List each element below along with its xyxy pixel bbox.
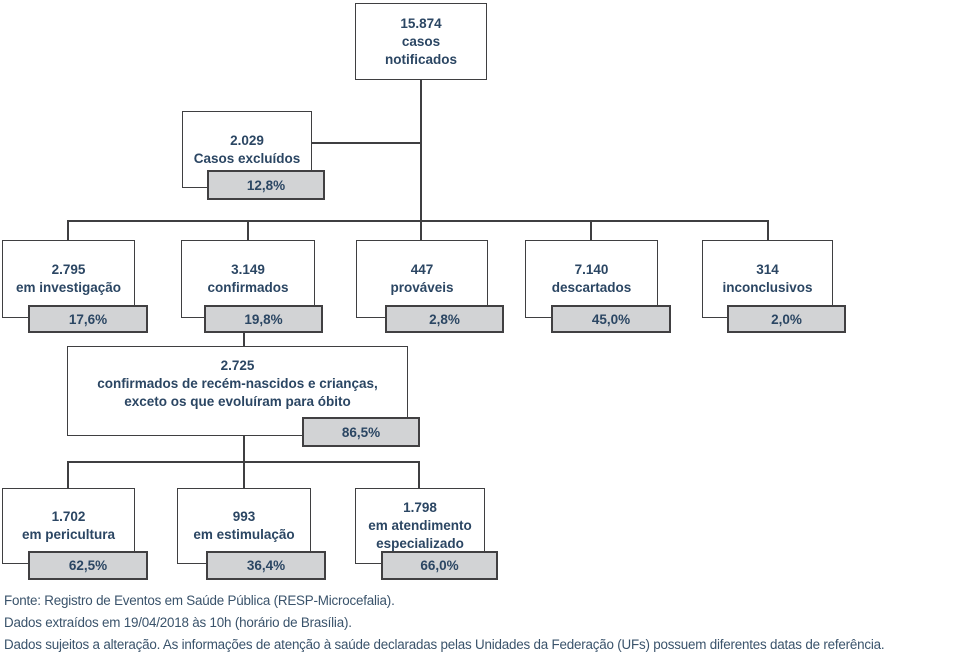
node-label: confirmados de recém-nascidos e crianças…: [97, 376, 378, 409]
node-label: casos notificados: [384, 33, 457, 67]
badge-investigacao-percent: 17,6%: [28, 305, 148, 333]
footer-extraction-date-line: Dados extraídos em 19/04/2018 às 10h (ho…: [4, 615, 352, 630]
node-value: 447: [410, 262, 434, 277]
connector-main-horizontal: [67, 220, 769, 222]
connector-drop-investigacao: [67, 220, 69, 240]
node-label: em pericultura: [21, 527, 116, 542]
node-value: 1.702: [51, 509, 86, 524]
node-label: confirmados: [207, 280, 289, 295]
node-label: em estimulação: [193, 527, 295, 542]
badge-descartados-percent: 45,0%: [551, 305, 671, 333]
badge-recem-nascidos-percent: 86,5%: [302, 417, 420, 447]
node-label: inconclusivos: [722, 280, 813, 295]
badge-inconclusivos-percent: 2,0%: [727, 305, 846, 333]
badge-excluidos-percent: 12,8%: [207, 170, 325, 200]
node-value: 3.149: [231, 262, 265, 277]
connector-bottom-horizontal: [67, 461, 420, 463]
node-value: 2.725: [220, 358, 255, 373]
connector-excluidos-horizontal: [312, 142, 422, 144]
connector-drop-confirmados: [247, 220, 249, 240]
node-value: 15.874: [400, 15, 442, 31]
node-value: 7.140: [574, 262, 609, 277]
node-label: em investigação: [15, 280, 122, 295]
connector-drop-atendimento: [418, 461, 420, 488]
node-value: 2.029: [230, 132, 264, 148]
node-value: 1.798: [403, 500, 437, 515]
node-label: prováveis: [390, 280, 454, 295]
connector-drop-descartados: [590, 220, 592, 240]
node-value: 993: [232, 509, 256, 524]
badge-provaveis-percent: 2,8%: [385, 305, 504, 333]
node-label: descartados: [551, 280, 632, 295]
footer-disclaimer-line: Dados sujeitos a alteração. As informaçõ…: [4, 637, 885, 652]
node-label: em atendimento especializado: [368, 518, 472, 551]
badge-atendimento-percent: 66,0%: [381, 551, 498, 580]
badge-pericultura-percent: 62,5%: [28, 551, 148, 580]
node-value: 2.795: [51, 262, 86, 277]
connector-drop-inconclusivos: [767, 220, 769, 240]
node-casos-notificados: 15.874 casos notificados: [355, 3, 487, 80]
connector-root-vertical: [420, 80, 422, 240]
footer-notes: Fonte: Registro de Eventos em Saúde Públ…: [4, 590, 952, 656]
node-label: Casos excluídos: [193, 150, 301, 166]
footer-source-line: Fonte: Registro de Eventos em Saúde Públ…: [4, 593, 395, 608]
badge-estimulacao-percent: 36,4%: [206, 551, 326, 580]
badge-confirmados-percent: 19,8%: [204, 305, 323, 333]
node-value: 314: [756, 262, 779, 277]
connector-confirmados-to-rn: [243, 333, 245, 346]
connector-drop-pericultura: [67, 461, 69, 488]
